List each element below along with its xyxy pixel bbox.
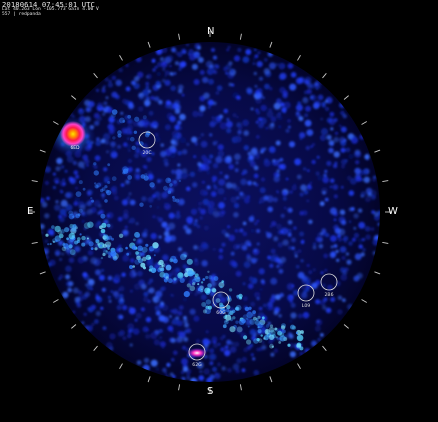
horizon-tick: [178, 384, 181, 391]
horizon-tick: [53, 121, 59, 125]
horizon-tick: [147, 41, 151, 48]
marker-label: 62G: [192, 362, 202, 368]
horizon-tick: [119, 55, 123, 61]
ticks-group: [29, 31, 391, 393]
marker-ring: [297, 284, 315, 302]
horizon-tick: [93, 73, 98, 79]
marker-ring: [212, 291, 230, 309]
horizon-tick: [322, 345, 327, 351]
sky-marker: 62G: [188, 343, 206, 368]
sky-marker: 20C: [138, 131, 156, 156]
compass-north: N: [207, 26, 215, 37]
aurora-hotspot: [60, 121, 86, 147]
marker-label: 60G: [216, 310, 226, 316]
compass-east: E: [27, 206, 34, 217]
marker-ring: [188, 343, 206, 361]
horizon-tick: [361, 299, 367, 303]
compass-west: W: [388, 206, 398, 217]
timestamp-text: 20180614 07:45:01 UTC: [2, 0, 95, 9]
horizon-tick: [374, 271, 381, 275]
marker-label: 2B6: [325, 292, 334, 298]
horizon-tick: [382, 180, 389, 183]
sky-marker: L09: [297, 284, 315, 309]
horizon-tick: [239, 384, 242, 391]
markers-group: 20C 60G L09 2B6 62G 6ED: [71, 131, 338, 368]
marker-ring: [138, 131, 156, 149]
horizon-tick: [71, 95, 77, 100]
filter-text: 557 | redpanda: [2, 12, 41, 17]
horizon-tick: [71, 324, 77, 329]
aurora-label: 6ED: [71, 145, 81, 151]
marker-label: L09: [302, 303, 310, 309]
marker-ring: [320, 273, 338, 291]
horizon-tick: [53, 299, 59, 303]
horizon-tick: [39, 271, 46, 275]
horizon-tick: [269, 41, 273, 48]
horizon-tick: [361, 121, 367, 125]
horizon-tick: [343, 95, 349, 100]
horizon-tick: [39, 149, 46, 153]
horizon-tick: [31, 180, 38, 183]
horizon-tick: [269, 376, 273, 383]
compass-south: S: [207, 386, 214, 397]
sky-marker: 60G: [212, 291, 230, 316]
horizon-tick: [178, 33, 181, 40]
horizon-tick: [147, 376, 151, 383]
horizon-tick: [119, 363, 123, 369]
horizon-tick: [31, 241, 38, 244]
horizon-tick: [374, 149, 381, 153]
sky-marker: 2B6: [320, 273, 338, 298]
south-hotspot: [187, 348, 207, 358]
location-text: Lat 40.263 Lon -105.773 Gain 4.00 V: [2, 7, 99, 12]
sky-texture: [40, 43, 380, 382]
horizon-tick: [93, 345, 98, 351]
marker-label: 20C: [142, 150, 151, 156]
horizon-tick: [297, 363, 301, 369]
horizon-tick: [382, 241, 389, 244]
horizon-tick: [297, 55, 301, 61]
horizon-tick: [322, 73, 327, 79]
horizon-tick: [343, 324, 349, 329]
horizon-tick: [239, 33, 242, 40]
